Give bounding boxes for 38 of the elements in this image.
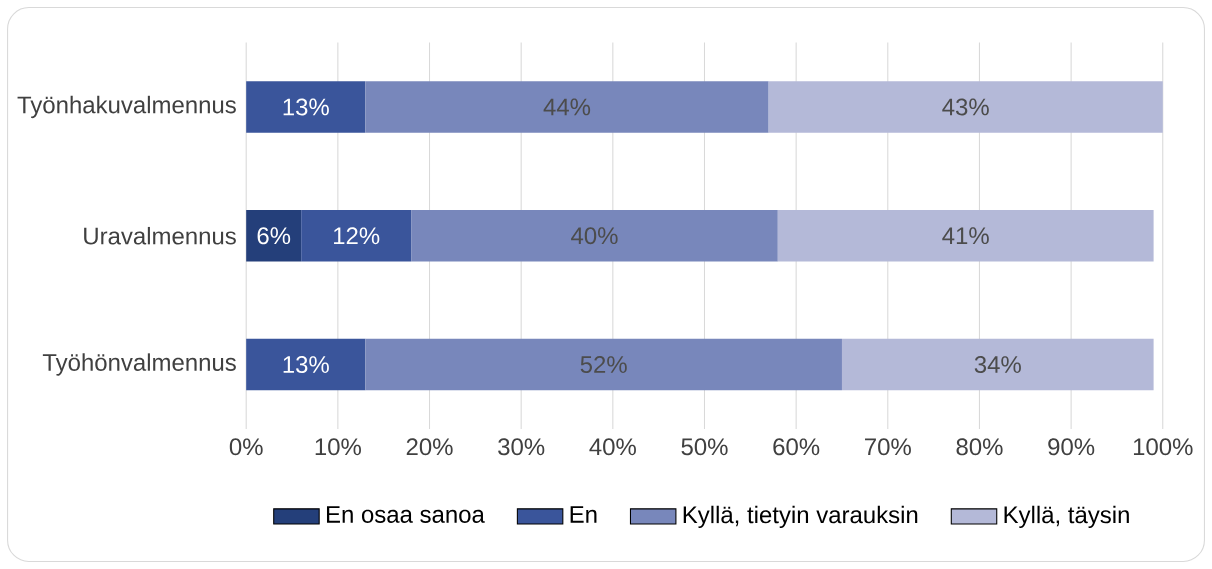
data-label: 6% bbox=[257, 227, 291, 245]
x-tick-label: 40% bbox=[589, 438, 636, 456]
x-tick-label: 90% bbox=[1048, 438, 1095, 456]
y-tick-label: Työhönvalmennus bbox=[42, 353, 236, 376]
legend-label: Kyllä, täysin bbox=[1004, 505, 1129, 529]
x-tick-label: 50% bbox=[681, 438, 728, 456]
x-tick-label: 10% bbox=[315, 438, 361, 456]
data-label: 44% bbox=[543, 98, 591, 116]
data-label: 13% bbox=[283, 98, 329, 116]
x-tick-label: 0% bbox=[229, 438, 263, 456]
bar bbox=[301, 209, 412, 262]
x-tick-label: 70% bbox=[865, 438, 911, 456]
x-tick-label: 30% bbox=[498, 438, 545, 456]
bar bbox=[246, 209, 302, 262]
data-label: 52% bbox=[580, 356, 627, 373]
data-label: 34% bbox=[974, 356, 1021, 373]
x-tick-label: 20% bbox=[406, 438, 453, 456]
bar bbox=[365, 338, 842, 391]
bar bbox=[365, 81, 769, 133]
data-label: 12% bbox=[334, 227, 380, 245]
bar bbox=[841, 338, 1154, 391]
legend-label: Kyllä, tietyin varauksin bbox=[683, 505, 918, 529]
legend-label: En osaa sanoa bbox=[326, 506, 485, 523]
data-label: 43% bbox=[942, 98, 989, 116]
bar bbox=[768, 81, 1163, 133]
data-label: 41% bbox=[942, 227, 989, 245]
data-label: 40% bbox=[571, 227, 618, 245]
bar bbox=[777, 209, 1154, 262]
data-label: 13% bbox=[283, 356, 329, 373]
legend-label: En bbox=[570, 506, 597, 523]
bar bbox=[246, 338, 366, 391]
x-tick-label: 80% bbox=[956, 438, 1003, 456]
bar bbox=[411, 209, 778, 262]
y-tick-label: Uravalmennus bbox=[84, 226, 236, 245]
y-tick-label: Työnhakuvalmennus bbox=[17, 95, 236, 119]
bar bbox=[246, 81, 366, 133]
x-tick-label: 100% bbox=[1133, 438, 1193, 456]
x-tick-label: 60% bbox=[773, 438, 820, 456]
